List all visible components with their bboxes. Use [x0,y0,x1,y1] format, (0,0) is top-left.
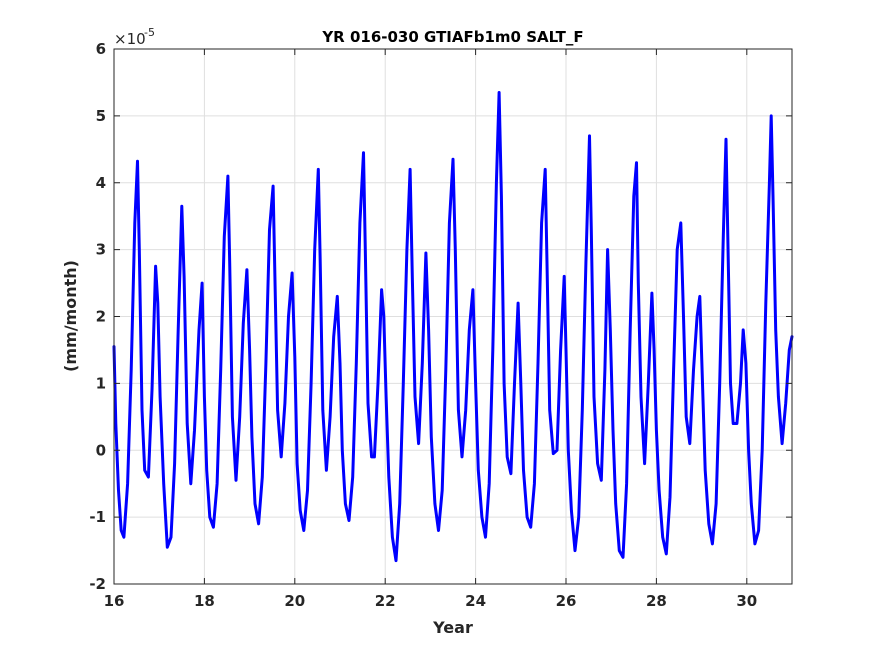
y-exponent-power: -5 [144,26,155,39]
series-line [112,91,794,563]
x-axis: 16 18 20 22 24 26 28 30 [104,49,757,610]
x-axis-title: Year [432,618,473,637]
y-tick-label: -1 [89,508,106,526]
x-tick-label: 16 [104,592,125,610]
y-tick-label: 6 [96,40,106,58]
y-tick-label: 5 [96,107,106,125]
y-tick-label: 4 [96,174,106,192]
y-exponent-label: ×10 -5 [114,26,155,48]
y-tick-label: 2 [96,308,106,326]
x-tick-label: 24 [465,592,486,610]
x-tick-label: 20 [284,592,305,610]
y-axis: -2 -1 0 1 2 3 4 5 6 [89,40,792,593]
x-tick-label: 26 [556,592,577,610]
x-tick-label: 18 [194,592,215,610]
x-tick-label: 22 [375,592,396,610]
y-exponent-base: ×10 [114,30,146,48]
y-tick-label: 3 [96,241,106,259]
y-tick-label: 0 [96,441,106,459]
x-tick-label: 28 [646,592,667,610]
y-tick-label: -2 [89,575,106,593]
y-axis-title: (mm/month) [61,260,80,372]
y-tick-label: 1 [96,374,106,392]
chart-title: YR 016-030 GTIAFb1m0 SALT_F [321,28,583,46]
x-tick-label: 30 [736,592,757,610]
